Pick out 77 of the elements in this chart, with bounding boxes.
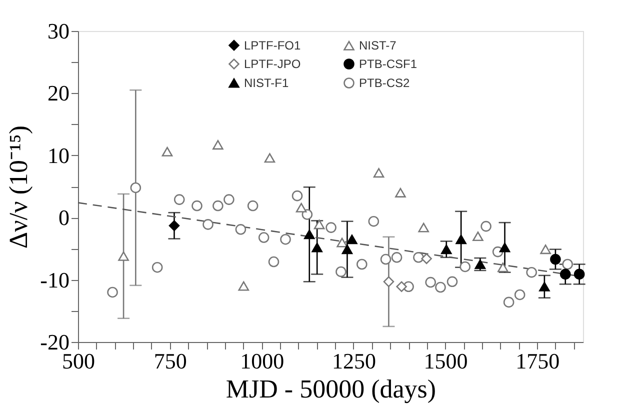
point [326, 222, 336, 233]
x-tick-label: 1250 [332, 348, 376, 374]
point [292, 190, 303, 202]
point [499, 242, 510, 252]
point [258, 232, 270, 243]
point [304, 230, 315, 240]
point [247, 200, 258, 212]
point [202, 219, 214, 230]
legend-label: LPTF-JPO [244, 57, 301, 71]
point [312, 242, 322, 252]
point [238, 281, 250, 291]
point [264, 153, 276, 163]
x-tick-label: 750 [154, 348, 187, 374]
point [560, 268, 571, 280]
x-tick-label: 1500 [424, 348, 468, 374]
y-tick-label: 0 [58, 205, 70, 230]
point [540, 244, 551, 254]
x-tick-label: 1750 [516, 348, 560, 374]
point [118, 251, 129, 261]
y-tick-label: 10 [48, 142, 70, 168]
point [235, 224, 246, 235]
y-axis-title: Δν/ν (10⁻¹⁵) [4, 125, 34, 249]
point [418, 222, 429, 232]
point [562, 258, 573, 270]
point [456, 234, 466, 244]
point [296, 202, 307, 212]
point [373, 168, 384, 178]
point [440, 244, 452, 254]
point [314, 220, 325, 230]
point [425, 276, 436, 288]
point [346, 234, 358, 244]
point [107, 286, 118, 298]
point [342, 244, 353, 254]
point [174, 194, 185, 205]
legend-label: PTB-CS2 [359, 76, 410, 90]
point [268, 256, 280, 268]
point [395, 188, 406, 198]
y-tick-label: -10 [40, 267, 70, 292]
point [498, 262, 508, 272]
point [356, 258, 368, 270]
point [539, 282, 550, 292]
legend-label: PTB-CSF1 [359, 57, 418, 71]
point [526, 266, 537, 278]
point [480, 220, 492, 232]
point [503, 296, 514, 308]
legend-label: NIST-7 [359, 38, 397, 53]
point [168, 220, 180, 232]
point [380, 254, 392, 265]
point [368, 216, 380, 227]
point [152, 262, 163, 273]
point [130, 182, 142, 194]
x-tick-label: 1000 [240, 348, 284, 374]
point [391, 252, 402, 263]
point [472, 232, 484, 242]
point [421, 253, 432, 264]
point [396, 281, 407, 292]
point [224, 194, 234, 205]
legend-label: LPTF-FO1 [244, 38, 301, 52]
point [446, 276, 458, 288]
point [212, 140, 224, 150]
legend-label: NIST-F1 [244, 76, 289, 90]
point [460, 261, 470, 272]
point [212, 200, 224, 212]
point [280, 234, 291, 245]
y-tick-label: 20 [48, 80, 70, 106]
point [162, 146, 173, 156]
point [383, 276, 394, 288]
point [514, 289, 526, 300]
x-axis-title: MJD - 50000 (days) [226, 374, 436, 404]
point [574, 268, 585, 280]
point [550, 254, 561, 265]
point [413, 252, 424, 263]
point [336, 238, 348, 248]
y-tick-label: 30 [48, 18, 70, 44]
point [336, 266, 346, 278]
point [435, 282, 446, 293]
point [192, 200, 202, 212]
